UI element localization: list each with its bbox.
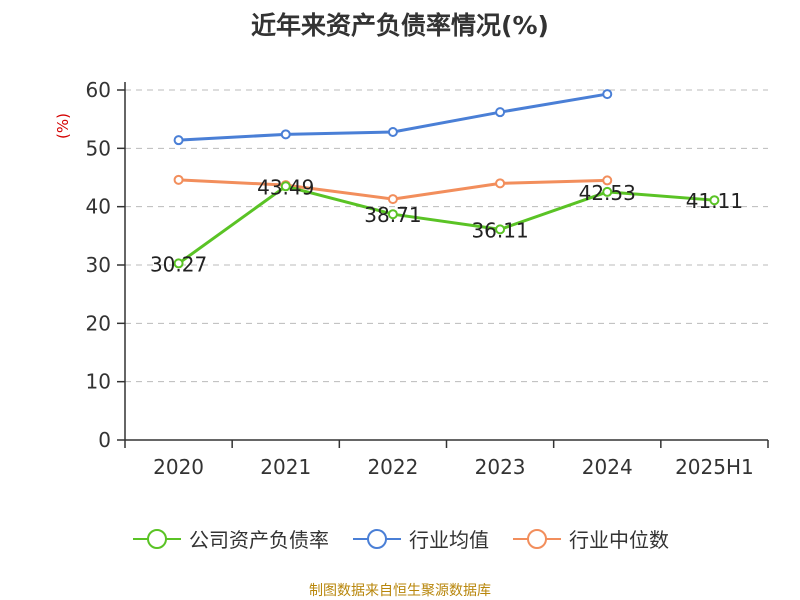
data-point (387, 209, 398, 220)
x-tick-label: 2024 (582, 455, 633, 479)
legend-label: 行业中位数 (569, 528, 669, 552)
data-point (495, 107, 506, 118)
data-point (387, 127, 398, 137)
data-point (709, 195, 720, 206)
y-tick-label: 60 (86, 78, 111, 102)
data-label: 42.53 (579, 181, 636, 205)
data-point (280, 181, 291, 192)
y-tick-label: 10 (86, 370, 111, 394)
data-point (495, 178, 506, 189)
data-point (602, 175, 613, 186)
y-tick-label: 0 (98, 428, 111, 452)
legend: 公司资产负债率 行业均值 行业中位数 (0, 524, 800, 553)
legend-item-company[interactable]: 公司资产负债率 (131, 524, 329, 553)
legend-label: 公司资产负债率 (189, 528, 329, 552)
legend-swatch-icon (353, 528, 401, 549)
data-point (387, 194, 398, 205)
x-tick-label: 2021 (260, 455, 311, 479)
chart-title: 近年来资产负债率情况(%) (251, 11, 549, 40)
y-tick-label: 50 (86, 136, 111, 160)
data-point (280, 129, 291, 140)
legend-swatch-icon (133, 528, 181, 549)
series-line (177, 184, 715, 265)
x-tick-label: 2020 (153, 455, 204, 479)
data-point (602, 186, 613, 197)
y-tick-label: 20 (86, 311, 111, 335)
data-point (173, 135, 184, 146)
data-label: 36.11 (471, 218, 528, 242)
x-tick-label: 2025H1 (675, 455, 754, 479)
source-note: 制图数据来自恒生聚源数据库 (309, 583, 491, 599)
x-tick-label: 2023 (475, 455, 526, 479)
data-label: 41.11 (686, 189, 743, 213)
y-tick-label: 40 (86, 195, 111, 219)
y-tick-label: 30 (86, 253, 111, 277)
legend-item-industry-mean[interactable]: 行业均值 (351, 524, 489, 553)
data-label: 30.27 (150, 252, 207, 276)
legend-swatch-icon (513, 528, 561, 549)
data-point (173, 258, 184, 269)
data-label: 38.71 (364, 203, 421, 227)
data-point (602, 89, 613, 100)
data-label: 43.49 (257, 175, 314, 199)
x-tick-label: 2022 (367, 455, 418, 479)
data-point (495, 224, 506, 235)
legend-item-industry-median[interactable]: 行业中位数 (511, 524, 669, 553)
y-axis-label: (%) (54, 113, 72, 139)
legend-label: 行业均值 (409, 528, 489, 552)
data-point (173, 174, 184, 185)
